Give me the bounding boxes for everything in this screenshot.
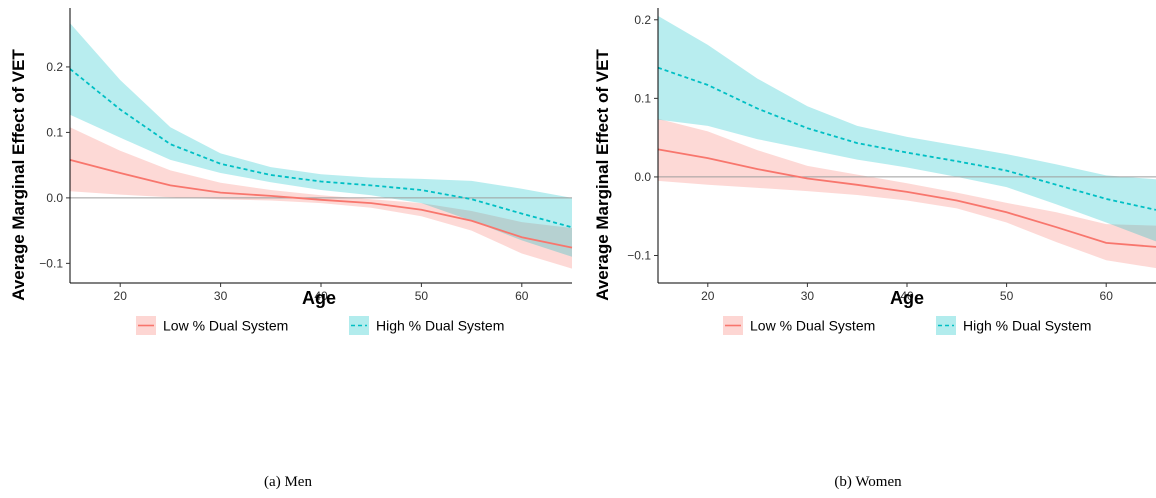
line-low — [657, 148, 1156, 248]
x-ticks: 20 30 40 50 60 — [701, 283, 1113, 303]
line-low — [69, 159, 573, 249]
plot-area — [657, 15, 1156, 269]
legend-item-high: High % Dual System — [936, 316, 1091, 335]
x-axis-title: Age — [890, 288, 924, 308]
legend-label-low: Low % Dual System — [750, 318, 875, 334]
panel-caption: (a) Men — [264, 474, 312, 490]
legend-item-low: Low % Dual System — [136, 316, 288, 335]
y-tick-label: −0.1 — [627, 249, 651, 263]
series-lines — [657, 66, 1156, 248]
band-high — [70, 23, 572, 257]
confidence-bands — [70, 23, 572, 269]
line-high — [657, 66, 1156, 211]
legend-item-low: Low % Dual System — [723, 316, 875, 335]
legend: Low % Dual System High % Dual System — [723, 316, 1091, 335]
x-tick-label: 30 — [801, 289, 815, 303]
y-tick-label: 0.0 — [46, 191, 63, 205]
legend-label-high: High % Dual System — [376, 318, 504, 334]
series-lines — [69, 68, 573, 249]
x-axis-title: Age — [302, 288, 336, 308]
band-low — [658, 118, 1156, 269]
y-tick-label: 0.0 — [634, 170, 651, 184]
x-tick-label: 50 — [1000, 289, 1014, 303]
y-tick-label: 0.1 — [46, 125, 63, 139]
x-tick-label: 50 — [415, 289, 429, 303]
panel-women: −0.1 0.0 0.1 0.2 20 30 40 50 60 Age Average Mar… — [593, 8, 1156, 490]
band-high — [658, 15, 1156, 242]
x-tick-label: 60 — [1100, 289, 1114, 303]
x-tick-label: 40 — [900, 289, 914, 303]
y-ticks: −0.1 0.0 0.1 0.2 — [39, 60, 70, 270]
legend-label-low: Low % Dual System — [163, 318, 288, 334]
x-tick-label: 20 — [114, 289, 128, 303]
x-tick-label: 60 — [515, 289, 529, 303]
x-tick-label: 30 — [214, 289, 228, 303]
panel-caption: (b) Women — [834, 474, 902, 490]
y-tick-label: 0.1 — [634, 91, 651, 105]
y-tick-label: 0.2 — [46, 60, 63, 74]
x-tick-label: 40 — [314, 289, 328, 303]
x-ticks: 20 30 40 50 60 — [114, 283, 529, 303]
legend-label-high: High % Dual System — [963, 318, 1091, 334]
legend-item-high: High % Dual System — [349, 316, 504, 335]
confidence-bands — [658, 15, 1156, 269]
legend: Low % Dual System High % Dual System — [136, 316, 504, 335]
x-tick-label: 20 — [701, 289, 715, 303]
y-axis-title: Average Marginal Effect of VET — [9, 49, 28, 301]
plot-area — [69, 23, 573, 269]
y-tick-label: 0.2 — [634, 13, 651, 27]
y-tick-label: −0.1 — [39, 256, 63, 270]
y-ticks: −0.1 0.0 0.1 0.2 — [627, 13, 658, 263]
y-axis-title: Average Marginal Effect of VET — [593, 49, 612, 301]
line-high — [69, 68, 573, 229]
panel-men: −0.1 0.0 0.1 0.2 20 30 40 50 60 Age Average Mar… — [9, 8, 573, 490]
